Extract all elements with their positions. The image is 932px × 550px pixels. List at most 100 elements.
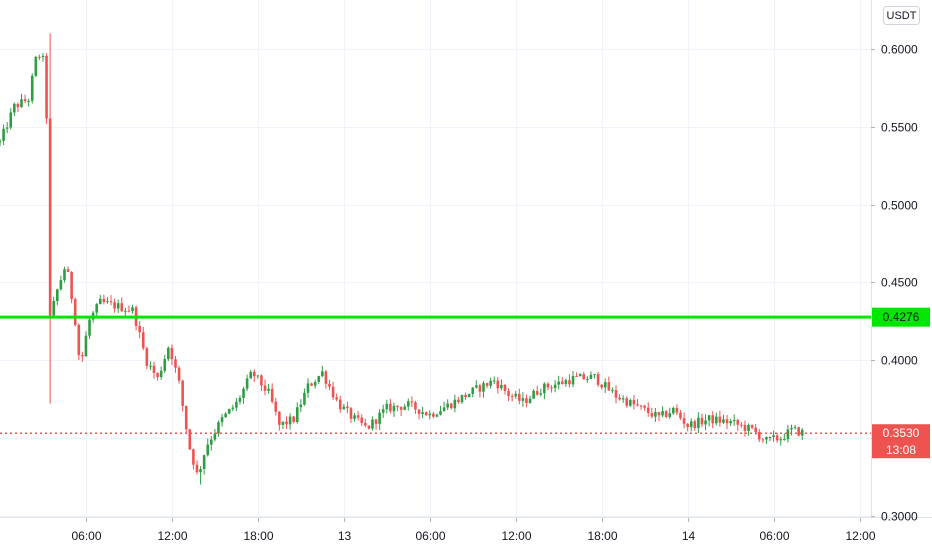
candle-down (560, 381, 564, 384)
time-tick-label: 06:00 (759, 529, 789, 543)
candle-up (672, 407, 675, 414)
candle-down (174, 359, 177, 368)
candle-down (141, 332, 145, 349)
time-tick-label: 18:00 (587, 529, 617, 543)
candle-down (535, 390, 539, 395)
candle-up (446, 403, 449, 408)
candle-down (636, 404, 639, 406)
candle-down (410, 401, 414, 403)
candle-up (13, 103, 16, 113)
candle-up (313, 381, 317, 386)
candle-down (127, 310, 131, 312)
currency-label: USDT (887, 10, 917, 22)
candle-up (159, 370, 163, 378)
candle-up (306, 383, 310, 393)
candle-down (496, 380, 500, 389)
candle-up (392, 405, 396, 412)
candle-down (260, 375, 263, 386)
time-tick-label: 13 (338, 529, 352, 543)
bar-countdown-text: 13:08 (886, 443, 916, 457)
candle-up (84, 335, 88, 357)
candle-up (30, 75, 34, 101)
candle-up (224, 413, 227, 418)
candle-up (59, 280, 63, 290)
candle-down (414, 402, 417, 410)
candle-up (238, 398, 242, 402)
time-axis[interactable]: 06:00 12:00 18:00 13 06:00 12:00 18:00 14 06:00 1… (71, 518, 876, 543)
candle-down (38, 56, 41, 58)
candle-down (614, 390, 618, 398)
candle-up (163, 359, 167, 371)
candle-up (475, 385, 478, 388)
candle-down (356, 415, 360, 418)
candle-up (435, 414, 439, 417)
candle-down (725, 419, 729, 424)
candle-up (56, 289, 59, 302)
candle-down (324, 371, 328, 384)
candle-up (116, 303, 120, 309)
candle-down (743, 424, 747, 431)
time-tick-label: 12:00 (501, 529, 531, 543)
candle-up (790, 428, 793, 430)
candle-up (199, 469, 202, 473)
candle-down (152, 365, 156, 374)
candle-down (184, 405, 188, 430)
candle-up (88, 319, 91, 336)
candle-down (607, 382, 611, 391)
candle-up (793, 427, 797, 429)
candle-down (639, 405, 643, 407)
candle-down (138, 325, 141, 333)
candle-up (131, 307, 134, 312)
candle-up (460, 394, 464, 403)
candle-up (689, 421, 693, 428)
price-tick-label: 0.4000 (881, 354, 918, 368)
candle-up (442, 407, 446, 412)
candle-up (500, 384, 503, 389)
candle-down (618, 397, 621, 400)
currency-badge[interactable]: USDT (883, 6, 920, 25)
candle-up (539, 393, 543, 395)
candle-up (489, 380, 492, 386)
candle-up (206, 444, 210, 456)
candle-down (181, 380, 184, 406)
candle-up (303, 392, 306, 405)
candle-down (485, 383, 489, 386)
candle-down (718, 416, 722, 423)
candle-down (646, 407, 650, 414)
candle-up (532, 390, 535, 399)
candle-down (679, 412, 682, 419)
candle-up (217, 422, 220, 434)
candle-up (27, 100, 30, 102)
candle-up (227, 408, 231, 414)
candle-up (381, 409, 385, 413)
candle-up (210, 439, 213, 445)
candle-down (478, 385, 482, 392)
candle-down (432, 413, 435, 417)
candle-down (188, 429, 192, 450)
candle-down (374, 419, 378, 424)
candle-down (195, 464, 199, 473)
candle-down (113, 302, 116, 309)
time-tick-label: 18:00 (243, 529, 273, 543)
candle-up (467, 393, 471, 398)
candle-down (389, 403, 392, 412)
candle-up (403, 406, 406, 410)
last-price-text: 0.3530 (883, 426, 920, 440)
candle-down (596, 374, 600, 385)
candles (0, 33, 804, 485)
candle-up (482, 383, 485, 392)
candle-up (342, 406, 346, 410)
candle-down (73, 299, 77, 325)
last-price-label: 0.3530 13:08 (872, 424, 930, 459)
candle-down (546, 383, 550, 388)
candle-up (557, 381, 561, 385)
candle-down (48, 118, 52, 316)
level-price-text: 0.4276 (883, 310, 920, 324)
candle-up (288, 416, 292, 425)
candle-up (453, 399, 457, 409)
candle-up (167, 347, 170, 360)
candle-down (170, 347, 174, 360)
candle-up (0, 140, 2, 143)
candle-down (582, 374, 586, 380)
